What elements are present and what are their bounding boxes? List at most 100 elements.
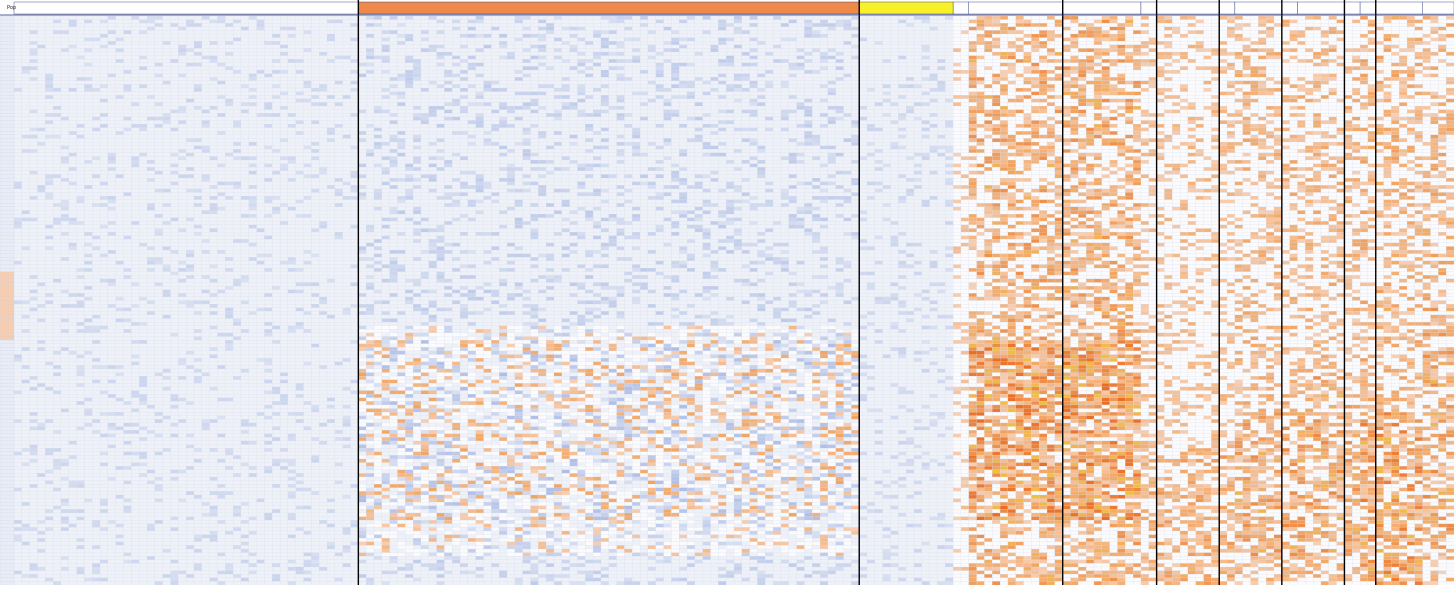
heatmap-cell [209, 487, 218, 492]
heatmap-cell [139, 520, 148, 524]
heatmap-cell [76, 390, 85, 395]
heatmap-cell [186, 581, 195, 586]
heatmap-cell [107, 347, 116, 352]
heatmap-cell [107, 95, 116, 99]
heatmap-cell [256, 84, 265, 89]
heatmap-cell [60, 77, 69, 81]
heatmap-cell [256, 185, 265, 190]
heatmap-cell [123, 228, 132, 233]
heatmap-cell [209, 304, 218, 308]
heatmap-cell [53, 84, 62, 89]
heatmap-cell [240, 304, 249, 308]
heatmap-cell [115, 376, 124, 380]
heatmap-cell [53, 397, 62, 402]
heatmap-cell [107, 84, 116, 89]
heatmap-cell [162, 476, 171, 481]
heatmap-cell [201, 538, 210, 542]
heatmap-cell [99, 498, 109, 503]
heatmap-cell [60, 95, 69, 99]
heatmap-cell [99, 152, 109, 157]
heatmap-cell [240, 192, 249, 197]
heatmap-cell [256, 368, 265, 373]
heatmap-cell [186, 285, 195, 290]
heatmap-cell [217, 376, 226, 380]
heatmap-cell [139, 448, 148, 452]
heatmap-cell [53, 556, 62, 560]
heatmap-cell [178, 177, 187, 182]
heatmap-cell [146, 134, 156, 139]
heatmap-cell [115, 509, 124, 514]
heatmap-cell [76, 433, 85, 438]
heatmap-cell [92, 192, 101, 197]
heatmap-cell [107, 141, 116, 146]
heatmap-cell [29, 195, 38, 200]
heatmap-cell [248, 426, 257, 431]
heatmap-cell [107, 23, 116, 27]
heatmap-cell [68, 285, 77, 290]
heatmap-cell [92, 458, 101, 463]
heatmap-cell [13, 163, 22, 168]
heatmap-cell [76, 131, 85, 135]
heatmap-cell [123, 296, 132, 301]
heatmap-cell [170, 55, 179, 60]
heatmap-cell [209, 199, 218, 204]
heatmap-cell [60, 105, 69, 110]
heatmap-cell [139, 340, 148, 344]
heatmap-cell [209, 397, 218, 402]
heatmap-cell [248, 170, 257, 175]
heatmap-cell [107, 534, 116, 539]
heatmap-cell [146, 379, 156, 384]
heatmap-cell [154, 340, 163, 344]
heatmap-cell [193, 365, 202, 370]
heatmap-cell [84, 41, 93, 45]
heatmap-cell [201, 41, 210, 45]
heatmap-cell [186, 494, 195, 499]
heatmap-cell [201, 30, 210, 35]
heatmap-cell [99, 224, 109, 229]
heatmap-cell [53, 134, 62, 139]
heatmap-cell [146, 231, 156, 236]
heatmap-cell [84, 534, 93, 539]
heatmap-cell [186, 257, 195, 262]
heatmap-cell [99, 451, 109, 456]
heatmap-cell [115, 296, 124, 301]
heatmap-cell [193, 570, 202, 575]
heatmap-cell [123, 174, 132, 179]
heatmap-cell [99, 123, 109, 128]
heatmap-cell [209, 51, 218, 56]
heatmap-cell [233, 289, 242, 294]
heatmap-cell [225, 448, 234, 452]
heatmap-cell [256, 170, 265, 175]
heatmap-cell [240, 570, 249, 575]
heatmap-cell [53, 538, 62, 542]
heatmap-cell [29, 559, 38, 564]
heatmap-cell [76, 138, 85, 143]
heatmap-cell [37, 44, 46, 49]
heatmap-cell [84, 156, 93, 161]
heatmap-cell [178, 210, 187, 215]
heatmap-cell [99, 285, 109, 290]
heatmap-cell [248, 318, 257, 323]
heatmap-cell [248, 177, 257, 182]
heatmap-cell [131, 350, 140, 355]
heatmap-cell [162, 314, 171, 319]
heatmap-cell [170, 149, 179, 154]
heatmap-cell [115, 224, 124, 229]
heatmap-cell [162, 516, 171, 521]
heatmap-cell [84, 163, 93, 168]
heatmap-cell [92, 484, 101, 488]
heatmap-cell [107, 394, 116, 398]
heatmap-cell [146, 491, 156, 496]
heatmap-cell [115, 102, 124, 107]
heatmap-cell [248, 386, 257, 391]
heatmap-cell [29, 332, 38, 337]
heatmap-cell [37, 469, 46, 474]
heatmap-cell [107, 581, 116, 586]
heatmap-cell [84, 469, 93, 474]
heatmap-cell [29, 33, 38, 38]
heatmap-cell [84, 55, 93, 60]
heatmap-cell [107, 15, 116, 20]
heatmap-cell [240, 152, 249, 157]
heatmap-cell [240, 95, 249, 99]
heatmap-cell [201, 278, 210, 283]
